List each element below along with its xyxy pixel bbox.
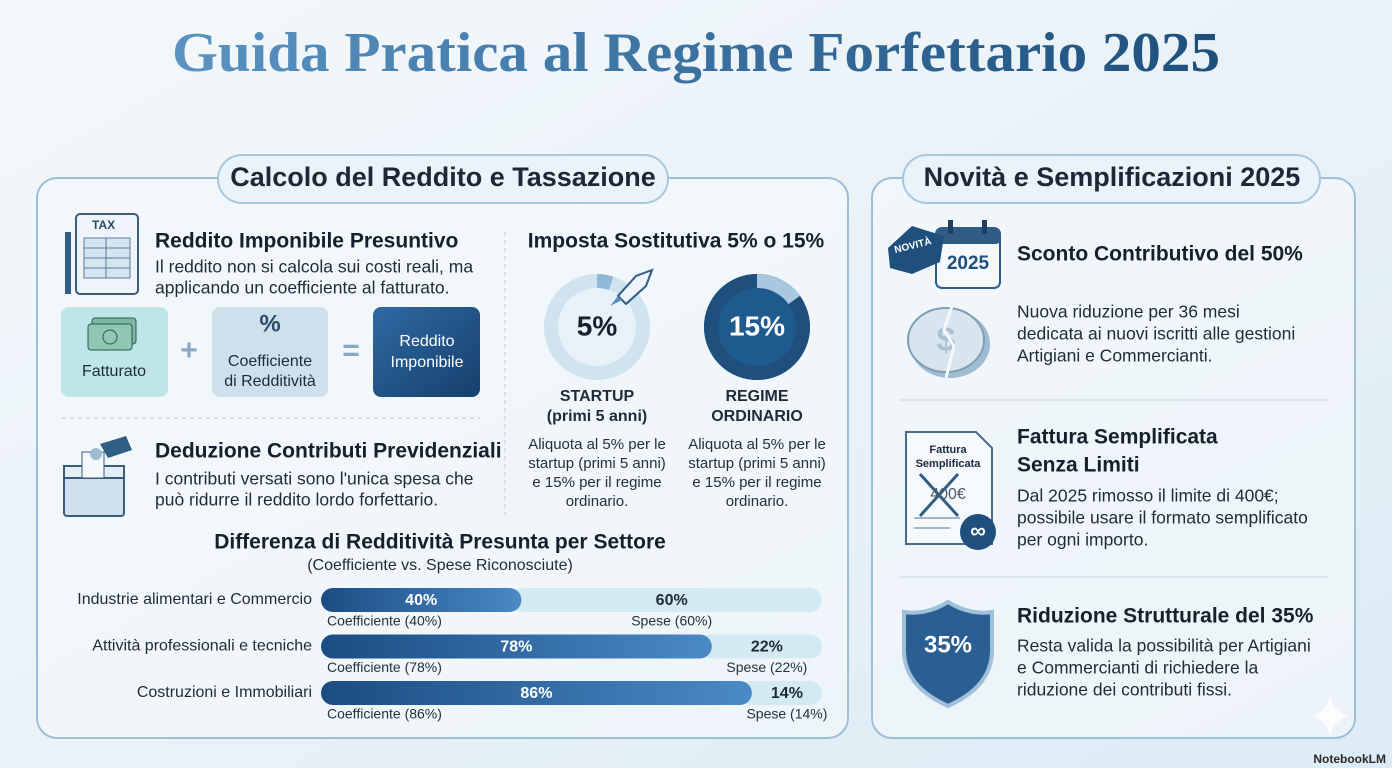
- gauge-arc: [596, 274, 614, 290]
- tax-icon: [65, 213, 139, 295]
- shield-icon: [902, 599, 994, 709]
- coin-icon: $: [907, 305, 990, 379]
- bar-caption: Coefficiente (40%): [327, 613, 442, 629]
- heading: Riduzione Strutturale del 35%: [1017, 605, 1314, 628]
- description: riduzione dei contributi fissi.: [1017, 680, 1232, 700]
- svg-text:∞: ∞: [970, 518, 986, 543]
- heading: Imposta Sostitutiva 5% o 15%: [528, 230, 825, 253]
- bar-caption: Coefficiente (78%): [327, 659, 442, 675]
- formula-result: Imponibile: [391, 354, 464, 371]
- description: e Commercianti di richiedere la: [1017, 658, 1258, 678]
- description: Dal 2025 rimosso il limite di 400€;: [1017, 486, 1279, 506]
- formula-term: Coefficiente: [228, 353, 312, 370]
- category-label: Costruzioni e Immobiliari: [137, 684, 312, 701]
- description: Il reddito non si calcola sui costi real…: [155, 257, 473, 277]
- rate-description: ordinario.: [566, 493, 629, 510]
- invoice-icon: ∞: [905, 431, 996, 550]
- rate-description: Aliquota al 5% per le: [528, 436, 666, 453]
- chart-title: Differenza di Redditività Presunta per S…: [214, 531, 666, 554]
- heading: Senza Limiti: [1017, 454, 1140, 477]
- heading: Sconto Contributivo del 50%: [1017, 243, 1303, 266]
- icon-label: 400€: [930, 486, 966, 503]
- formula-box: [373, 307, 480, 397]
- sparkle: [1312, 694, 1348, 738]
- heading: Reddito Imponibile Presuntivo: [155, 230, 458, 253]
- description: può ridurre il reddito lordo forfettario…: [155, 490, 438, 510]
- description: per ogni importo.: [1017, 530, 1148, 550]
- gauge-label: 15%: [729, 310, 785, 341]
- bar-caption: Spese (14%): [746, 706, 827, 722]
- gauge-label: 5%: [577, 310, 618, 341]
- heading: Fattura Semplificata: [1017, 426, 1218, 449]
- calendar-icon: [888, 220, 1001, 289]
- right-header-pill: [902, 154, 1321, 204]
- icon-label: 35%: [924, 631, 972, 658]
- category-label: Industrie alimentari e Commercio: [77, 591, 312, 608]
- page-title: Guida Pratica al Regime Forfettario 2025: [172, 22, 1220, 84]
- value-label: 86%: [520, 685, 552, 702]
- description: Nuova riduzione per 36 mesi: [1017, 302, 1240, 322]
- footer-brand: NotebookLM: [1313, 752, 1386, 766]
- bar-segment: [509, 588, 822, 612]
- icon-label: Fattura: [929, 444, 967, 456]
- value-label: 78%: [500, 639, 532, 656]
- description: Artigiani e Commercianti.: [1017, 346, 1212, 366]
- rate-description: startup (primi 5 anni): [528, 455, 666, 472]
- description: applicando un coefficiente al fatturato.: [155, 278, 449, 298]
- rate-description: startup (primi 5 anni): [688, 455, 826, 472]
- bar-caption: Coefficiente (86%): [327, 706, 442, 722]
- percent-icon: %: [259, 310, 280, 337]
- rate-name: STARTUP: [560, 388, 635, 405]
- svg-text:$: $: [937, 321, 956, 359]
- heading: Deduzione Contributi Previdenziali: [155, 440, 502, 463]
- description: dedicata ai nuovi iscritti alle gestioni: [1017, 324, 1295, 344]
- category-label: Attività professionali e tecniche: [92, 638, 312, 655]
- bar-segment: [321, 681, 752, 705]
- icon-label: Semplificata: [916, 458, 982, 470]
- rate-name: ORDINARIO: [711, 408, 803, 425]
- bar-segment: [321, 634, 712, 659]
- bar-segment: [739, 681, 822, 705]
- section-header: Novità e Semplificazioni 2025: [924, 162, 1301, 192]
- description: possibile usare il formato semplificato: [1017, 508, 1308, 528]
- value-label: 60%: [656, 592, 688, 609]
- gauge-arc: [756, 274, 800, 305]
- formula-operator: +: [180, 334, 198, 367]
- left-header-pill: [217, 154, 669, 204]
- rate-name: REGIME: [725, 388, 788, 405]
- formula-operator: =: [342, 334, 360, 367]
- rate-description: e 15% per il regime: [692, 474, 821, 491]
- gauge-core: [704, 274, 810, 380]
- icon-label: TAX: [92, 218, 115, 232]
- rate-description: ordinario.: [726, 493, 789, 510]
- value-label: 40%: [405, 592, 437, 609]
- rocket-icon: [610, 268, 654, 306]
- icon-label: 2025: [947, 253, 990, 274]
- rate-description: Aliquota al 5% per le: [688, 436, 826, 453]
- formula-term: di Redditività: [224, 373, 316, 390]
- description: I contributi versati sono l'unica spesa …: [155, 469, 474, 489]
- rate-description: e 15% per il regime: [532, 474, 661, 491]
- value-label: 22%: [751, 639, 783, 656]
- formula-box: [212, 307, 328, 397]
- rate-name: (primi 5 anni): [547, 408, 647, 425]
- bar-caption: Spese (22%): [726, 659, 807, 675]
- formula-term: Fatturato: [82, 363, 146, 380]
- section-header: Calcolo del Reddito e Tassazione: [230, 162, 656, 192]
- bar-segment: [321, 588, 522, 612]
- chart-subtitle: (Coefficiente vs. Spese Riconosciute): [307, 557, 573, 574]
- bar-segment: [699, 634, 822, 659]
- money-icon: [87, 317, 137, 351]
- formula-result: Reddito: [399, 333, 454, 350]
- value-label: 14%: [771, 685, 803, 702]
- description: Resta valida la possibilità per Artigian…: [1017, 636, 1311, 656]
- ballot-icon: [63, 436, 132, 517]
- bar-caption: Spese (60%): [631, 613, 712, 629]
